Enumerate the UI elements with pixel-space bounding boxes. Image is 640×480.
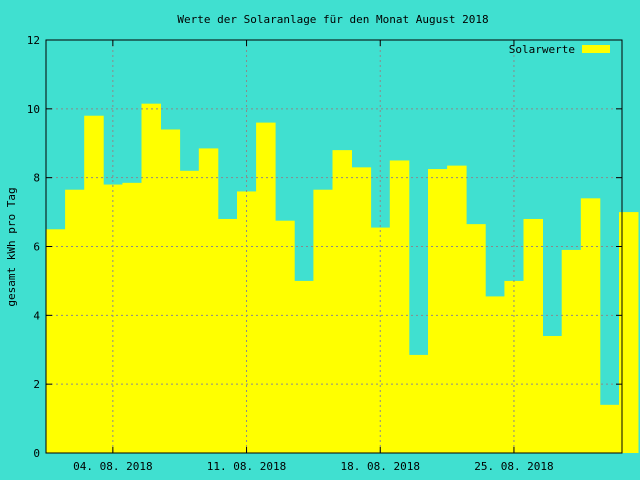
bars-layer <box>46 103 639 454</box>
bar-day-6 <box>141 103 161 453</box>
bar-day-12 <box>256 122 276 453</box>
x-tick-label-4: 04. 08. 2018 <box>73 460 152 473</box>
bar-day-2 <box>65 189 85 453</box>
bar-day-20 <box>408 354 429 453</box>
bar-day-14 <box>294 280 314 453</box>
bar-day-7 <box>160 129 181 453</box>
y-tick-label-8: 8 <box>33 172 40 185</box>
x-tick-label-11: 11. 08. 2018 <box>207 460 286 473</box>
bar-day-19 <box>389 160 410 454</box>
bar-day-26 <box>523 218 543 453</box>
bar-day-9 <box>198 148 219 453</box>
axes-layer: 0 2 4 6 8 10 12 04. 08. 2018 11. 08. 2018 18. 08.… <box>27 34 623 473</box>
bar-day-8 <box>179 170 200 454</box>
bar-day-23 <box>466 224 486 453</box>
bar-day-28 <box>561 249 582 453</box>
legend: Solarwerte <box>509 43 610 56</box>
bar-day-30 <box>599 404 620 453</box>
bar-day-5 <box>122 182 142 453</box>
bar-day-21 <box>428 169 448 453</box>
y-tick-label-10: 10 <box>27 103 40 116</box>
bar-day-27 <box>542 335 563 453</box>
bar-day-4 <box>103 184 123 454</box>
bar-day-22 <box>447 165 467 453</box>
bar-day-10 <box>217 218 238 453</box>
bar-day-17 <box>351 167 372 453</box>
y-tick-label-4: 4 <box>33 309 40 322</box>
bar-day-3 <box>84 115 104 453</box>
y-tick-label-6: 6 <box>33 241 40 254</box>
x-tick-label-25: 25. 08. 2018 <box>474 460 553 473</box>
legend-swatch-solarwerte <box>582 45 610 53</box>
bar-day-1 <box>46 229 66 453</box>
bar-day-29 <box>580 198 601 453</box>
bar-day-31 <box>619 212 639 453</box>
bar-day-16 <box>332 150 352 453</box>
y-tick-label-0: 0 <box>33 447 40 460</box>
y-tick-label-12: 12 <box>27 34 40 47</box>
bar-day-11 <box>237 191 257 453</box>
y-axis-label: gesamt kWh pro Tag <box>5 187 18 306</box>
chart-title: Werte der Solaranlage für den Monat Augu… <box>177 13 488 26</box>
bar-day-24 <box>485 296 505 453</box>
legend-label-solarwerte: Solarwerte <box>509 43 575 56</box>
y-tick-label-2: 2 <box>33 378 40 391</box>
x-tick-label-18: 18. 08. 2018 <box>341 460 420 473</box>
grid-layer <box>46 40 622 453</box>
bar-day-13 <box>275 220 295 453</box>
bar-day-15 <box>313 189 333 453</box>
